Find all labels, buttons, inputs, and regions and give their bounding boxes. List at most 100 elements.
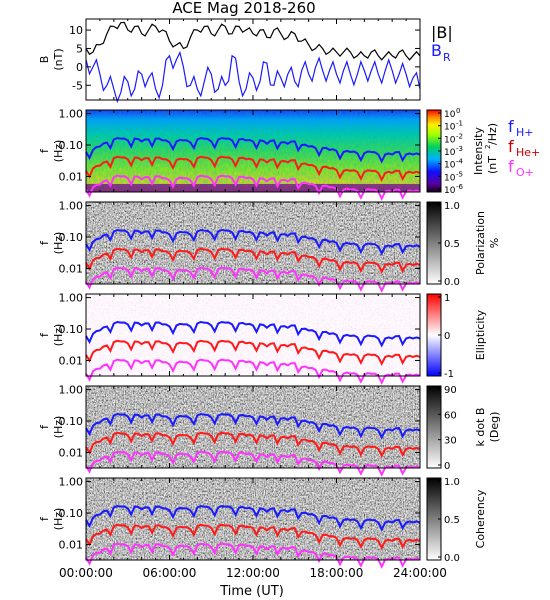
legend-b-magnitude: |B| [431,23,453,42]
colorbar-tick-label: 0.0 [444,553,460,564]
y-tick-label: 0.10 [59,415,84,428]
x-tick-label: 12:00:00 [226,566,280,580]
y-tick-label: 0 [76,61,83,74]
colorbar-tick-label: 10 [444,173,456,183]
y-tick-label: 5 [76,42,83,55]
legend-gyrofrequency: f [508,117,514,136]
colorbar-tick-exponent: -1 [456,120,463,128]
legend-b-r: B [431,41,442,60]
gyrofrequency-f-h [85,504,421,532]
panel-2: 1.000.100.01f (Hz)f H+f He+f O+ [38,108,540,201]
colorbar-tick-label: 10 [444,110,456,120]
panel-5: 1.00 0.10 0.01 f (Hz) [38,384,421,477]
colorbar-tick-label: 10 [444,161,456,171]
colorbar-label: k dot B [474,408,487,447]
colorbar-tick-label: 0 [444,461,450,472]
colorbar-tick-exponent: -3 [456,145,463,153]
colorbar-tick-label: 0.0 [444,277,460,288]
colorbar-unit: (nT [486,156,499,174]
x-ticks [85,294,421,376]
colorbar-unit: (Deg) [488,412,501,443]
legend-subscript: R [443,51,451,64]
y-axis-label: f [38,332,51,337]
colorbar-unit: % [488,238,501,248]
colorbar: 1.0 0.5 0.0 Coherency [426,477,487,564]
y-tick-label: 1.00 [59,108,84,121]
colorbar-scale [426,385,442,469]
y-axis-label: f [38,424,51,429]
y-tick-label: 0.10 [59,231,84,244]
colorbar-tick-exponent: -6 [456,183,464,191]
y-axis-unit: (Hz) [52,508,65,531]
x-tick-label: 24:00:00 [393,566,447,580]
legend-subscript: H+ [516,126,534,139]
colorbar-label: Coherency [474,489,487,548]
colorbar-tick-label: 10 [444,148,456,158]
y-axis-unit: (Hz) [52,140,65,163]
y-axis-label: f [38,240,51,245]
colorbar-tick-label: 1.0 [444,477,460,488]
x-tick-label: 00:00:00 [59,566,113,580]
colorbar-tick-label: 0.5 [444,239,460,250]
series-b-r [85,50,421,104]
gyrofrequency-f-h [85,412,421,440]
y-axis-unit: (Hz) [52,232,65,255]
colorbar-label: Polarization [474,211,487,275]
colorbar-tick-label: 1.0 [444,201,460,212]
colorbar-tick-exponent: 0 [456,107,460,115]
y-axis-label: B [38,56,51,64]
colorbar-label: Intensity [472,127,485,175]
colorbar-tick-label: 60 [444,410,457,421]
colorbar-tick-label: 0 [444,331,450,342]
y-tick-label: 1.00 [59,200,84,213]
legend-subscript: O+ [516,166,534,179]
colorbar-tick-exponent: -5 [456,170,463,178]
y-axis-label: f [38,516,51,521]
gyrofrequency-f-he [85,339,421,367]
y-tick-label: 0.01 [59,446,84,459]
panel-frame [85,18,421,101]
y-axis-unit: (Hz) [52,324,65,347]
colorbar: 1 0 -1 Ellipticity [426,293,487,380]
gyrofrequency-f-h [85,228,421,256]
colorbar-tick-label: -1 [444,369,454,380]
colorbar-unit-tail: /Hz) [486,123,499,145]
y-axis-unit: (Hz) [52,416,65,439]
colorbar: 90 60 30 0 k dot B (Deg) [426,385,501,472]
colorbar-tick-label: 10 [444,123,456,133]
y-tick-label: 1.00 [59,476,84,489]
colorbar-tick-label: 10 [444,186,456,196]
x-ticks [85,110,421,192]
y-axis-label: f [38,148,51,153]
y-tick-label: 0.01 [59,538,84,551]
legend-subscript: He+ [516,146,540,159]
x-ticks [85,202,421,284]
y-tick-label: 0.01 [59,354,84,367]
gyrofrequency-f-he [85,431,421,459]
figure-title: ACE Mag 2018-260 [172,0,315,17]
colorbar-tick-label: 0.5 [444,515,460,526]
x-ticks [85,19,421,100]
x-axis-label: Time (UT) [219,584,284,599]
x-ticks [85,478,421,560]
gyrofrequency-f-h [85,136,421,164]
y-tick-label: 0.10 [59,139,84,152]
y-tick-label: 0.01 [59,262,84,275]
y-tick-label: 1.00 [59,292,84,305]
y-tick-label: 0.10 [59,323,84,336]
colorbar: 1.0 0.5 0.0 Polarization% [426,201,501,288]
gyrofrequency-f-he [85,523,421,551]
legend-gyrofrequency: f [508,137,514,156]
y-tick-label: 0.10 [59,507,84,520]
x-tick-label: 06:00:00 [143,566,197,580]
colorbar-tick-label: 10 [444,135,456,145]
colorbar-label: Ellipticity [474,309,487,360]
legend-gyrofrequency: f [508,157,514,176]
y-axis-unit: (nT) [52,48,65,70]
gyrofrequency-f-he [85,247,421,275]
colorbar-unit-exponent: 2 [484,145,492,149]
y-tick-label: 0.01 [59,170,84,183]
